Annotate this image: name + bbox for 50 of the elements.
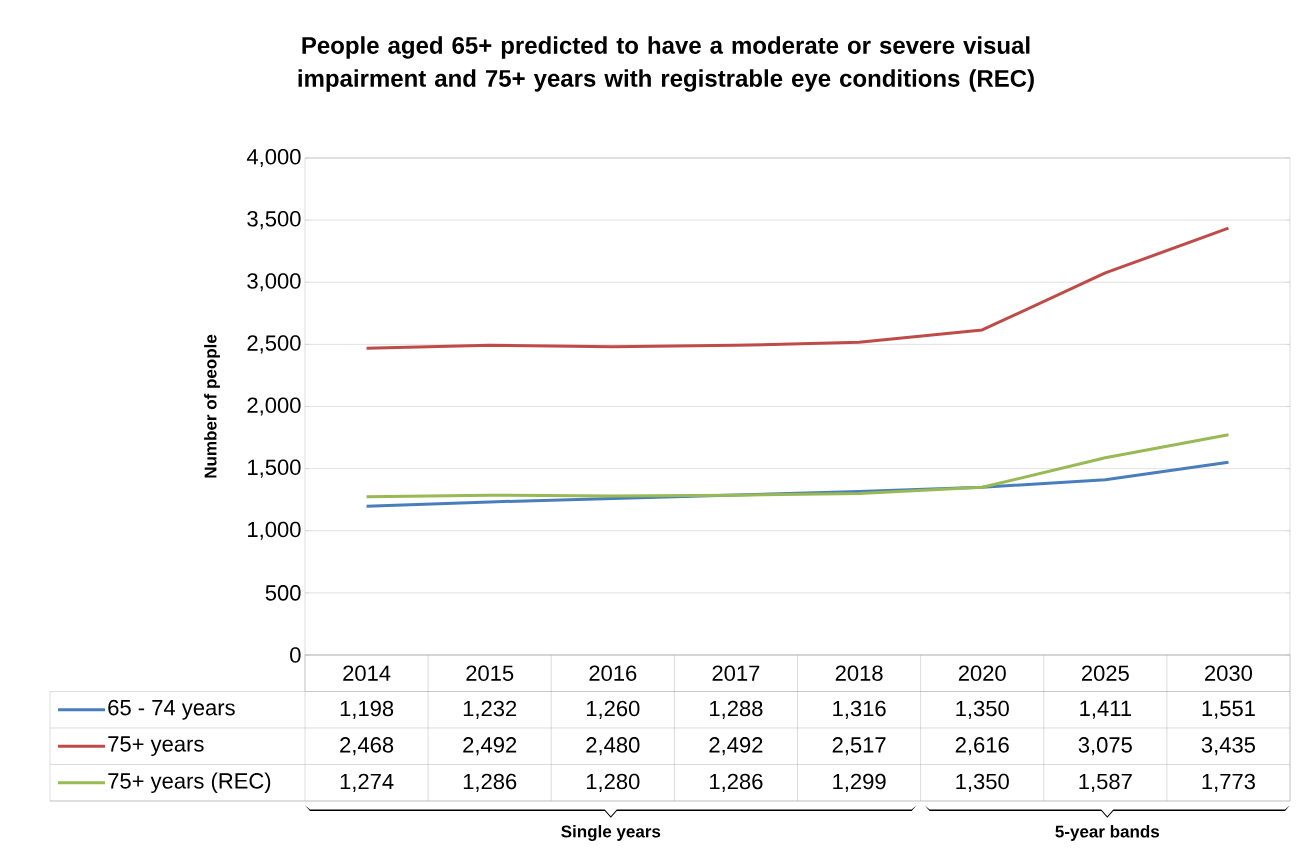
x-tick-label: 2018 — [835, 665, 883, 681]
chart-title: People aged 65+ predicted to have a moderate or severe visual impairment and 75+ years with registrable eye conditions (REC) — [298, 36, 1034, 92]
x-tick-label: 2020 — [958, 665, 1006, 681]
text: Single years — [561, 825, 661, 841]
data-label: 1,274 — [340, 773, 394, 792]
data-label: 1,260 — [586, 700, 640, 719]
data-label: 1,286 — [710, 773, 763, 792]
data-label: 1,350 — [956, 700, 1009, 719]
text: 5-year bands — [1055, 825, 1160, 841]
line-series — [365, 226, 1230, 350]
data-label: 1,350 — [956, 773, 1009, 792]
x-tick-label: 2030 — [1205, 665, 1253, 681]
data-label: 1,299 — [833, 773, 886, 792]
y-tick-label: 0 — [290, 647, 301, 663]
y-tick-label: 2,000 — [247, 397, 301, 416]
data-label: 3,075 — [1078, 737, 1132, 756]
data-label: 2,616 — [955, 737, 1009, 756]
legend-label: 75+ years (REC) — [108, 772, 271, 794]
y-tick-label: 1,000 — [248, 521, 301, 540]
legend-label: 65 - 74 years — [108, 699, 235, 720]
data-label: 1,316 — [833, 700, 886, 719]
data-label: 1,288 — [710, 700, 763, 719]
data-label: 1,198 — [340, 700, 394, 719]
y-tick-label: 1,500 — [248, 459, 301, 478]
data-label: 1,286 — [463, 773, 517, 792]
legend-label: 75+ years — [108, 736, 204, 757]
x-tick-label: 2016 — [589, 665, 637, 681]
data-label: 1,411 — [1080, 700, 1131, 719]
data-label: 1,551 — [1202, 700, 1255, 719]
data-label: 2,480 — [586, 737, 640, 756]
data-label: 1,773 — [1202, 773, 1255, 792]
data-label: 1,587 — [1079, 773, 1132, 792]
data-label: 1,280 — [586, 773, 640, 792]
line-series — [365, 433, 1230, 499]
y-tick-label: 500 — [265, 585, 301, 601]
data-label: 2,492 — [709, 737, 763, 756]
data-label: 2,492 — [463, 737, 517, 756]
y-tick-label: 4,000 — [246, 148, 301, 168]
x-tick-label: 2014 — [343, 665, 391, 681]
y-tick-label: 3,500 — [247, 211, 301, 230]
y-axis-title: Number of people — [204, 334, 220, 478]
x-tick-label: 2025 — [1081, 665, 1129, 681]
y-tick-label: 3,000 — [247, 273, 301, 292]
data-label: 2,517 — [832, 737, 886, 756]
data-label: 2,468 — [340, 737, 394, 756]
data-label: 3,435 — [1201, 737, 1256, 756]
x-tick-label: 2015 — [466, 665, 514, 681]
y-tick-label: 2,500 — [247, 335, 301, 354]
x-tick-label: 2017 — [712, 665, 760, 681]
data-label: 1,232 — [463, 700, 517, 719]
